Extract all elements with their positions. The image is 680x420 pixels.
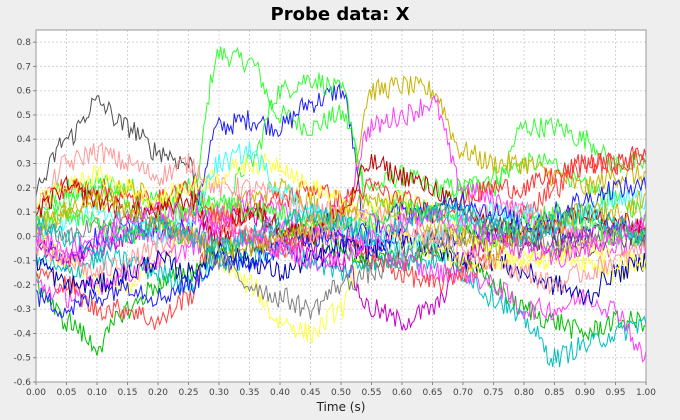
chart-title: Probe data: X [271, 4, 410, 25]
y-tick-label: -0.6 [13, 378, 31, 388]
x-tick-label: 0.05 [56, 388, 76, 398]
y-tick-label: 0.3 [17, 160, 31, 170]
y-tick-label: 0.2 [17, 184, 31, 194]
x-tick-label: 0.50 [331, 388, 351, 398]
series-line-7 [35, 189, 647, 344]
series-line-24 [35, 201, 647, 260]
x-tick-label: 0.10 [87, 388, 107, 398]
x-axis-label: Time (s) [316, 400, 366, 414]
series-line-17 [35, 153, 647, 247]
x-axis: 0.00 0.05 0.10 0.15 0.20 0.25 0.30 0.35 0.40 0.45… [26, 382, 656, 398]
y-axis: 0.8 0.7 0.6 0.5 0.4 0.3 0.2 0.1 0.0 -0.1 -0.2 -0.3 -… [13, 38, 36, 388]
y-tick-label: 0.7 [17, 62, 31, 72]
x-tick-label: 0.25 [178, 388, 198, 398]
series-line-3 [35, 75, 647, 246]
series-layer [35, 46, 647, 368]
x-tick-label: 0.95 [605, 388, 625, 398]
x-tick-label: 0.20 [148, 388, 168, 398]
y-tick-label: 0.5 [17, 111, 31, 121]
x-tick-label: 0.55 [361, 388, 381, 398]
series-line-23 [35, 199, 647, 272]
y-tick-label: 0.8 [17, 38, 32, 48]
y-tick-label: 0.4 [17, 135, 32, 145]
series-line-9 [35, 216, 647, 356]
series-line-22 [35, 190, 647, 260]
y-tick-label: -0.3 [13, 305, 31, 315]
y-tick-label: 0.6 [17, 87, 32, 97]
x-tick-label: 0.65 [422, 388, 442, 398]
x-tick-label: 0.75 [483, 388, 503, 398]
y-tick-label: 0.1 [17, 208, 31, 218]
y-tick-label: -0.2 [13, 281, 31, 291]
y-tick-label: 0.0 [17, 232, 32, 242]
x-tick-label: 0.45 [300, 388, 320, 398]
x-tick-label: 0.40 [270, 388, 290, 398]
series-line-10 [35, 238, 647, 368]
series-line-19 [35, 205, 647, 320]
x-tick-label: 0.00 [26, 388, 46, 398]
x-tick-label: 0.85 [544, 388, 564, 398]
x-tick-label: 0.15 [117, 388, 137, 398]
y-tick-label: -0.1 [13, 257, 31, 267]
series-line-6 [35, 141, 647, 248]
x-tick-label: 1.00 [636, 388, 656, 398]
x-tick-label: 0.90 [575, 388, 595, 398]
series-line-13 [35, 227, 647, 306]
series-line-14 [35, 146, 647, 235]
x-tick-label: 0.80 [514, 388, 534, 398]
x-tick-label: 0.30 [209, 388, 229, 398]
series-line-11 [35, 216, 647, 363]
x-tick-label: 0.35 [239, 388, 259, 398]
series-line-21 [35, 205, 647, 295]
x-tick-label: 0.60 [392, 388, 412, 398]
y-tick-label: -0.4 [13, 329, 31, 339]
y-tick-label: -0.5 [13, 354, 31, 364]
series-line-15 [35, 152, 647, 274]
x-tick-label: 0.70 [453, 388, 473, 398]
